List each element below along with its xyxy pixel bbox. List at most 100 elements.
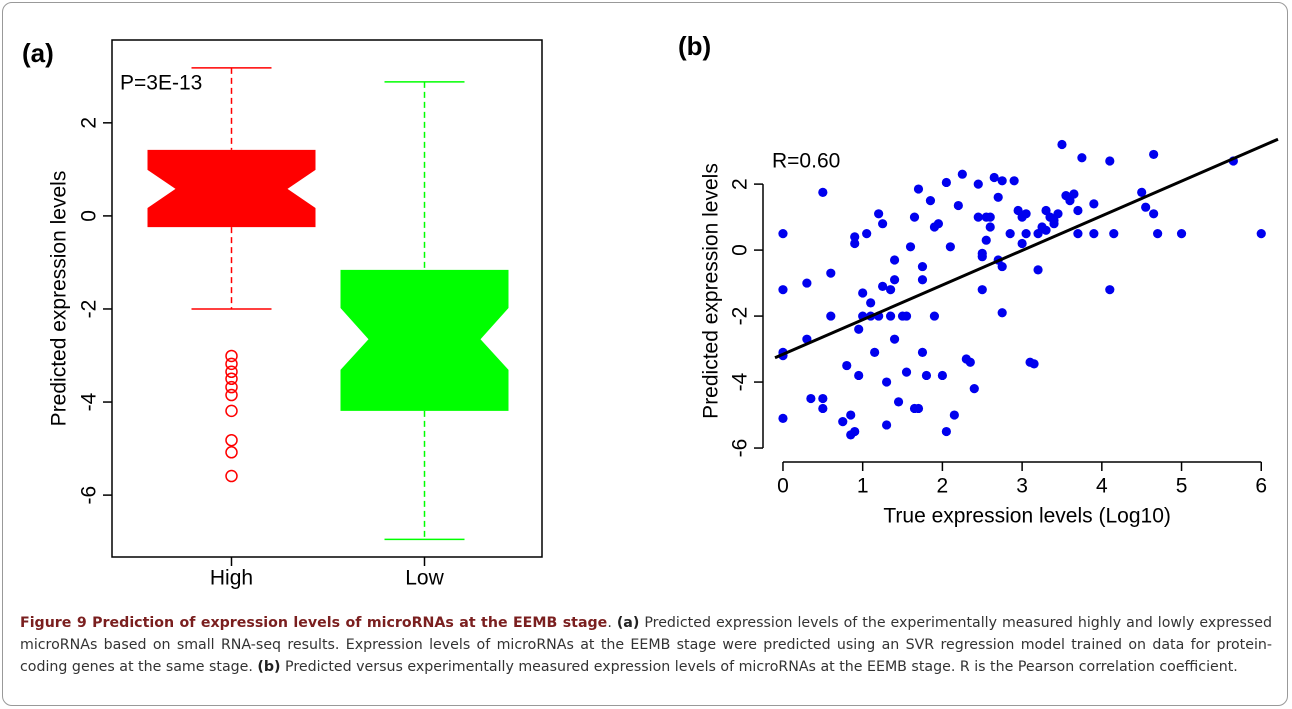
point — [858, 288, 868, 298]
point — [949, 410, 959, 420]
point — [929, 311, 940, 321]
point — [1005, 228, 1015, 239]
point — [866, 298, 876, 308]
point — [846, 410, 856, 420]
point — [1073, 228, 1083, 239]
point — [941, 426, 951, 437]
point — [1089, 199, 1099, 209]
point — [1009, 176, 1019, 186]
point — [842, 360, 852, 371]
outlier — [225, 446, 238, 459]
caption: Figure 9 Prediction of expression levels… — [20, 612, 1272, 678]
point — [997, 176, 1007, 186]
panel-label: (b) — [678, 31, 711, 61]
point — [882, 420, 892, 430]
point — [1149, 209, 1159, 219]
point — [818, 403, 828, 414]
point — [1105, 156, 1115, 166]
y-tick-label: 2 — [78, 117, 101, 129]
caption-text: (b) — [257, 659, 281, 675]
point — [985, 222, 995, 232]
point — [981, 235, 991, 245]
point — [889, 275, 900, 285]
outlier — [225, 357, 238, 371]
point — [937, 370, 948, 381]
point — [953, 200, 963, 211]
y-tick-label: 2 — [729, 178, 752, 190]
point — [889, 255, 900, 265]
point — [893, 397, 904, 407]
point — [802, 278, 812, 288]
caption-text: Predicted versus experimentally measured… — [280, 659, 1238, 675]
point — [1021, 228, 1031, 239]
point — [925, 196, 936, 206]
x-axis-title: True expression levels (Log10) — [883, 505, 1171, 528]
outlier — [225, 433, 238, 447]
point — [1017, 238, 1027, 249]
point — [1109, 228, 1119, 239]
point — [1153, 228, 1163, 239]
outlier — [225, 380, 238, 394]
point — [941, 177, 951, 188]
point — [1256, 228, 1266, 239]
x-tick-label: 3 — [1016, 475, 1028, 498]
y-tick-label: -4 — [729, 372, 752, 391]
point — [826, 268, 836, 278]
point — [1176, 228, 1187, 239]
point — [997, 261, 1007, 272]
point — [901, 367, 912, 377]
point — [1105, 285, 1115, 295]
point — [917, 275, 928, 285]
point — [1041, 225, 1051, 235]
x-tick-label: High — [210, 567, 253, 590]
point — [778, 228, 788, 239]
point — [1065, 196, 1075, 206]
point — [885, 285, 896, 295]
point — [909, 403, 920, 414]
point — [870, 347, 880, 357]
caption-text: Predicted expression levels of the exper… — [20, 615, 1273, 675]
point — [889, 334, 900, 344]
point — [965, 357, 975, 367]
point — [850, 232, 860, 242]
point — [1149, 149, 1159, 160]
point — [778, 285, 788, 295]
point — [882, 377, 892, 387]
point — [945, 242, 955, 252]
y-tick-label: 0 — [78, 210, 101, 222]
caption-text: . — [607, 615, 617, 631]
outlier — [225, 404, 238, 418]
panel-label: (a) — [22, 38, 54, 68]
point — [1069, 189, 1079, 199]
point — [854, 324, 864, 334]
point — [806, 393, 816, 404]
point — [818, 393, 828, 404]
point — [1057, 139, 1067, 150]
plot-frame — [111, 39, 543, 558]
annotation: R=0.60 — [772, 150, 840, 173]
point — [1033, 228, 1043, 239]
point — [838, 417, 848, 427]
point — [862, 228, 872, 239]
box — [340, 269, 509, 411]
point — [1013, 205, 1023, 216]
figure: (a) Predicted expression levels P=3E-13 -6 -… — [22, 31, 1279, 590]
point — [1041, 205, 1051, 216]
point — [878, 281, 888, 291]
point — [997, 308, 1007, 318]
point — [933, 219, 944, 229]
point — [1141, 202, 1151, 212]
point — [973, 179, 983, 189]
point — [854, 370, 864, 381]
outlier — [225, 469, 238, 483]
point — [909, 212, 920, 222]
outlier — [225, 349, 238, 363]
point — [917, 261, 928, 272]
point — [977, 252, 987, 262]
y-tick-label: -4 — [78, 392, 101, 411]
y-axis-title: Predicted expression levels — [700, 163, 723, 419]
x-tick-label: 0 — [777, 475, 789, 498]
y-tick-label: -6 — [78, 486, 101, 505]
